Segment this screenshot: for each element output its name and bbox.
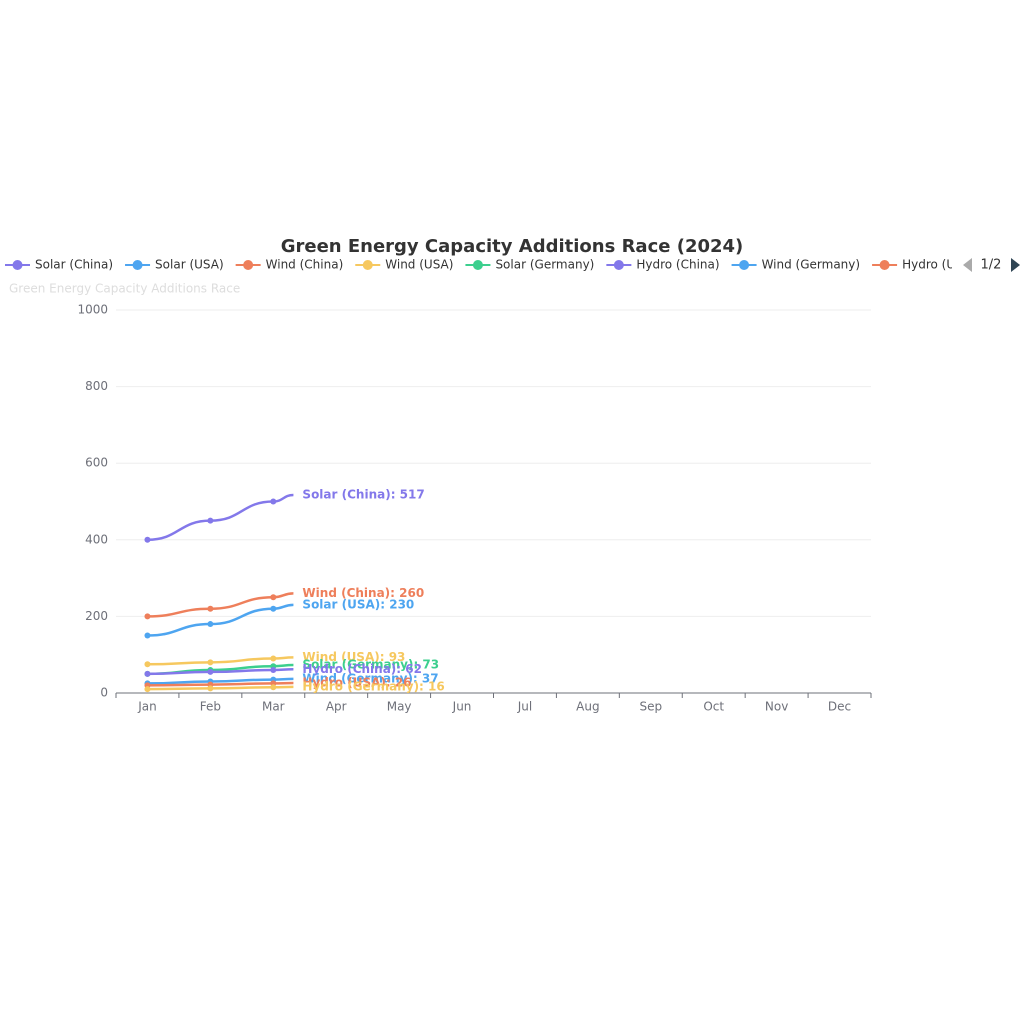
- legend-label: Wind (USA): [385, 258, 453, 272]
- y-tick-label: 600: [85, 456, 108, 470]
- series-line: [147, 668, 294, 676]
- series-line: [147, 493, 294, 542]
- legend-label: Wind (China): [266, 258, 344, 272]
- y-tick-label: 800: [85, 379, 108, 393]
- x-tick-label: Jun: [452, 700, 472, 714]
- legend-marker: [879, 260, 890, 270]
- end-label: Wind (Germany): 37: [302, 671, 438, 685]
- legend-label: Solar (China): [35, 258, 113, 272]
- x-tick-label: Apr: [326, 700, 347, 714]
- data-point: [207, 621, 214, 628]
- legend-item: Solar (USA): [125, 258, 224, 272]
- data-point: [207, 659, 214, 666]
- legend-marker: [243, 260, 254, 270]
- legend-marker: [613, 260, 624, 270]
- series-line: [147, 677, 294, 685]
- data-point: [270, 594, 277, 601]
- legend-item: Wind (USA): [355, 258, 453, 272]
- legend-prev[interactable]: [963, 258, 972, 272]
- end-label: Solar (USA): 230: [302, 597, 414, 611]
- legend-marker: [472, 260, 483, 270]
- x-tick-label: Jan: [137, 700, 157, 714]
- legend-label: Hydro (USA): [902, 258, 976, 272]
- legend: Solar (China) Solar (USA) Wind (China) Wind…: [5, 258, 976, 272]
- legend-item: Wind (Germany): [731, 258, 861, 272]
- end-label: Hydro (Germany): 16: [302, 679, 444, 693]
- legend-marker: [132, 260, 143, 270]
- y-tick-label: 200: [85, 609, 108, 623]
- data-point: [144, 670, 151, 677]
- data-point: [144, 661, 151, 668]
- chart-title: Green Energy Capacity Additions Race (20…: [281, 236, 744, 257]
- legend-marker: [739, 260, 750, 270]
- x-tick-label: Oct: [703, 700, 724, 714]
- y-tick-label: 0: [100, 686, 108, 700]
- data-point: [270, 667, 277, 674]
- x-tick-label: Jul: [517, 700, 532, 714]
- data-point: [207, 605, 214, 612]
- x-tick-label: Nov: [765, 700, 788, 714]
- data-point: [270, 605, 277, 612]
- data-point: [144, 686, 151, 693]
- data-point: [207, 685, 214, 692]
- x-tick-label: Feb: [200, 700, 221, 714]
- end-label: Hydro (USA): 26: [302, 676, 411, 690]
- y-tick-label: 400: [85, 532, 108, 546]
- x-tick-label: Mar: [262, 700, 285, 714]
- legend-marker: [12, 260, 23, 270]
- end-label: Wind (USA): 93: [302, 650, 405, 664]
- legend-label: Hydro (China): [636, 258, 719, 272]
- x-tick-label: Dec: [828, 700, 851, 714]
- series-line: [147, 656, 294, 666]
- series-line: [147, 603, 294, 637]
- end-label: Hydro (China): 62: [302, 662, 422, 676]
- legend-item: Hydro (China): [606, 258, 720, 272]
- legend-label: Solar (USA): [155, 258, 224, 272]
- end-label: Solar (Germany): 73: [302, 658, 439, 672]
- data-point: [207, 668, 214, 675]
- legend-item: Hydro (USA): [872, 258, 976, 272]
- series-line: [147, 685, 294, 691]
- data-point: [270, 655, 277, 662]
- data-point: [144, 613, 151, 620]
- x-tick-label: Aug: [576, 700, 599, 714]
- x-tick-label: Sep: [639, 700, 662, 714]
- legend-label: Solar (Germany): [495, 258, 594, 272]
- data-point: [144, 536, 151, 543]
- legend-page: 1/2: [981, 258, 1002, 273]
- data-point: [270, 684, 277, 691]
- end-label: Wind (China): 260: [302, 586, 424, 600]
- end-label: Solar (China): 517: [302, 487, 424, 501]
- data-point: [207, 517, 214, 524]
- legend-item: Solar (Germany): [465, 258, 594, 272]
- legend-next[interactable]: [1011, 258, 1020, 272]
- chart-subtitle: Green Energy Capacity Additions Race: [9, 282, 240, 296]
- legend-item: Solar (China): [5, 258, 113, 272]
- series-line: [147, 681, 294, 687]
- y-tick-label: 1000: [77, 303, 108, 317]
- series-line: [147, 592, 294, 618]
- x-tick-label: May: [387, 700, 412, 714]
- legend-label: Wind (Germany): [762, 258, 861, 272]
- legend-item: Wind (China): [235, 258, 344, 272]
- data-point: [270, 498, 277, 505]
- data-point: [144, 632, 151, 639]
- legend-marker: [362, 260, 373, 270]
